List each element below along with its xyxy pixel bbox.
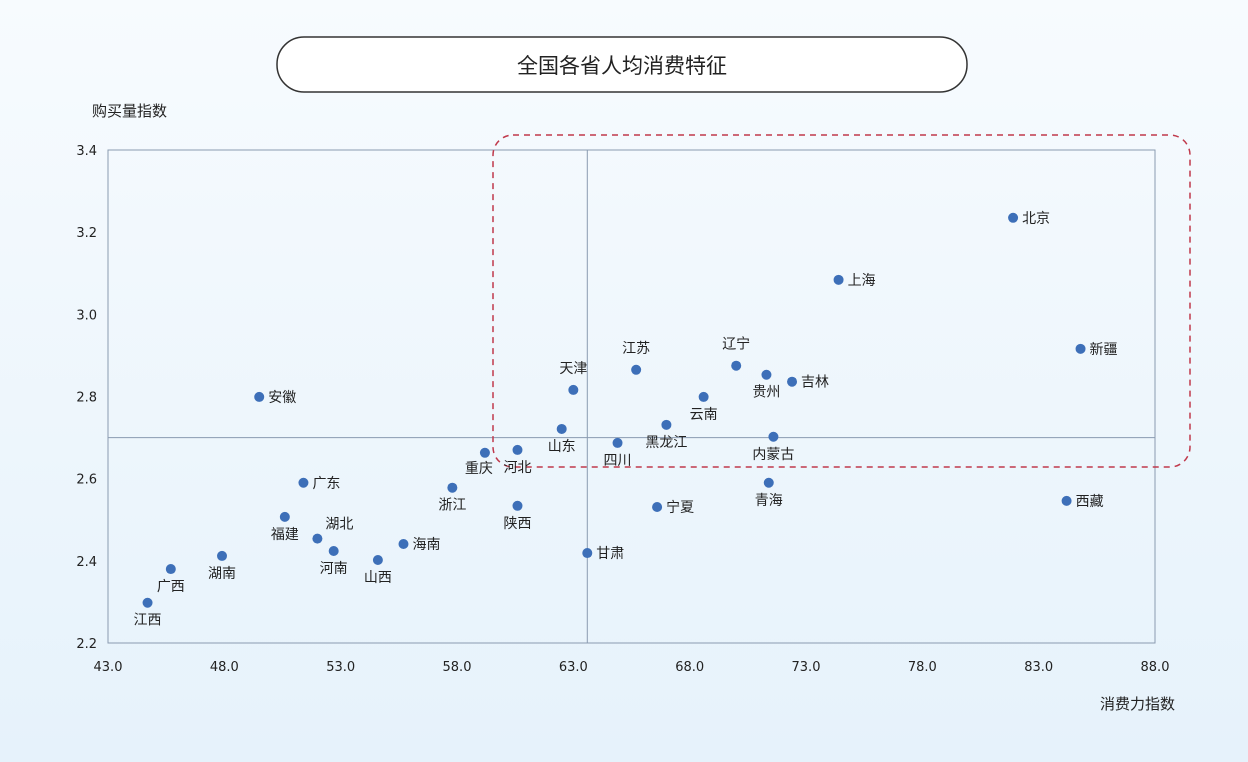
title-box (276, 36, 968, 93)
y-tick-label: 2.2 (76, 637, 97, 652)
data-point (1075, 343, 1086, 354)
data-point (398, 538, 409, 549)
data-point (731, 360, 742, 371)
data-point (763, 477, 774, 488)
point-label: 重庆 (465, 461, 493, 477)
point-label: 江西 (134, 613, 162, 629)
point-label: 上海 (848, 273, 876, 289)
point-label: 山东 (548, 439, 576, 455)
point-label: 贵州 (752, 385, 780, 401)
x-tick-label: 43.0 (94, 660, 123, 675)
y-tick-label: 3.0 (76, 308, 97, 323)
data-point (512, 500, 523, 511)
point-label: 吉林 (801, 375, 829, 391)
x-tick-label: 58.0 (443, 660, 472, 675)
plot-frame (107, 149, 1156, 644)
point-label: 陕西 (503, 516, 531, 532)
x-axis-label: 消费力指数 (1100, 695, 1175, 713)
data-point (298, 477, 309, 488)
point-label: 甘肃 (596, 546, 624, 562)
x-tick-label: 88.0 (1141, 660, 1170, 675)
data-point (761, 369, 772, 380)
y-axis-label: 购买量指数 (92, 102, 167, 120)
point-label: 云南 (690, 407, 718, 423)
point-label: 青海 (755, 493, 783, 509)
point-label: 河北 (503, 460, 531, 476)
point-label: 江苏 (622, 341, 650, 357)
point-label: 西藏 (1076, 494, 1104, 510)
data-point (165, 564, 176, 575)
highlight-region (492, 134, 1191, 468)
data-point (312, 533, 323, 544)
point-label: 湖南 (208, 566, 236, 582)
point-label: 宁夏 (666, 499, 694, 516)
y-tick-label: 2.8 (76, 391, 97, 406)
data-point (787, 376, 798, 387)
point-label: 安徽 (268, 390, 296, 406)
x-tick-label: 83.0 (1024, 660, 1053, 675)
point-label: 山西 (364, 570, 392, 586)
point-label: 海南 (412, 537, 440, 553)
data-point (328, 545, 339, 556)
data-point (568, 384, 579, 395)
data-point (556, 423, 567, 434)
data-point (372, 555, 383, 566)
point-label: 福建 (271, 527, 299, 543)
y-tick-label: 3.4 (76, 144, 97, 159)
data-point (631, 364, 642, 375)
point-label: 广西 (157, 579, 185, 595)
point-label: 河南 (320, 561, 348, 577)
point-label: 辽宁 (722, 336, 750, 353)
point-label: 浙江 (438, 498, 466, 514)
point-label: 黑龙江 (645, 435, 687, 451)
data-point (512, 444, 523, 455)
point-label: 新疆 (1090, 342, 1118, 358)
data-point (582, 548, 593, 559)
x-tick-label: 53.0 (326, 660, 355, 675)
y-tick-label: 2.4 (76, 555, 97, 570)
data-point (1008, 212, 1019, 223)
point-label: 天津 (559, 361, 587, 377)
data-point (279, 511, 290, 522)
data-point (142, 597, 153, 608)
data-point (652, 502, 663, 513)
point-label: 北京 (1022, 211, 1050, 227)
point-label: 广东 (312, 476, 340, 492)
data-point (612, 437, 623, 448)
x-tick-label: 48.0 (210, 660, 239, 675)
x-tick-label: 68.0 (675, 660, 704, 675)
data-point (447, 482, 458, 493)
x-tick-label: 78.0 (908, 660, 937, 675)
x-tick-label: 73.0 (792, 660, 821, 675)
x-tick-label: 63.0 (559, 660, 588, 675)
chart-title: 全国各省人均消费特征 (517, 54, 727, 78)
data-point (768, 431, 779, 442)
data-point (661, 419, 672, 430)
data-point (217, 550, 228, 561)
point-label: 四川 (604, 453, 632, 469)
y-tick-label: 3.2 (76, 226, 97, 241)
point-label: 湖北 (325, 517, 353, 533)
data-point (698, 391, 709, 402)
data-point (833, 274, 844, 285)
y-tick-label: 2.6 (76, 473, 97, 488)
point-label: 内蒙古 (752, 447, 794, 463)
data-point (479, 447, 490, 458)
data-point (1061, 495, 1072, 506)
data-point (254, 391, 265, 402)
